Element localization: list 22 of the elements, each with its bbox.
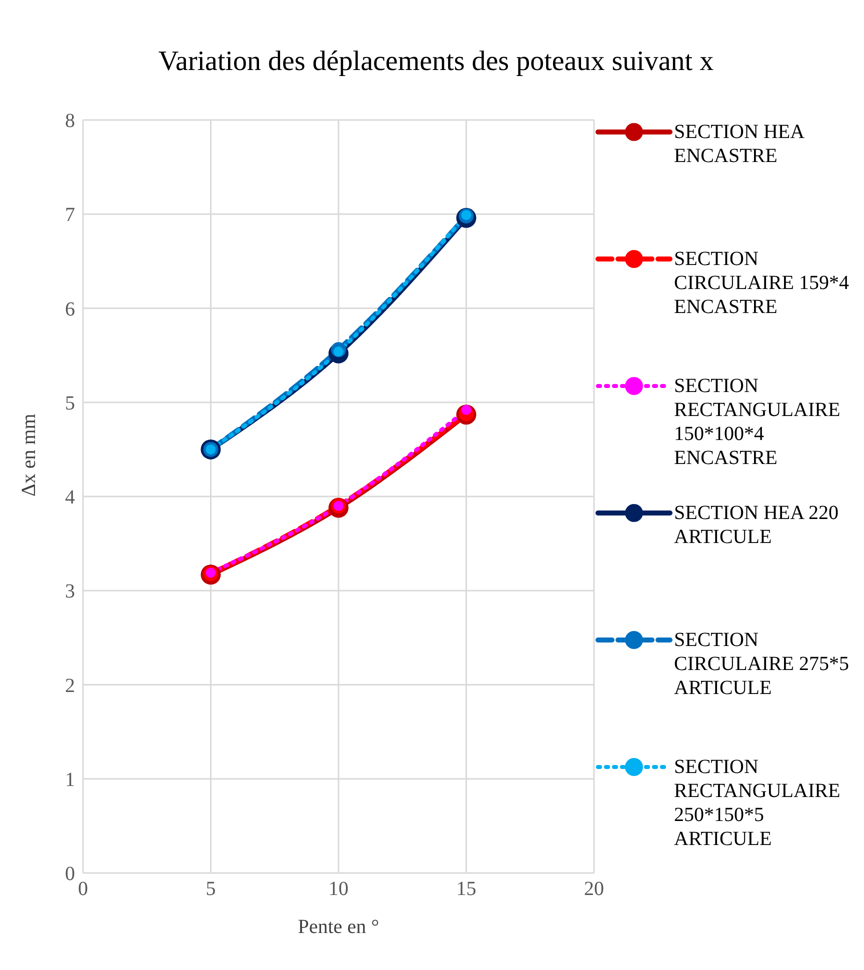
y-axis-title: Δx en mm [18,413,40,496]
y-tick-label: 3 [65,580,75,603]
legend-label: SECTION CIRCULAIRE 275*5 ARTICULE [674,628,850,700]
legend-label: SECTION CIRCULAIRE 159*4 ENCASTRE [674,247,850,319]
y-tick-label: 8 [65,110,75,132]
y-tick-label: 0 [65,863,75,886]
x-tick-label: 10 [328,878,348,900]
y-tick-label: 6 [65,298,75,320]
y-tick-label: 7 [65,204,75,226]
legend-label: SECTION HEA ENCASTRE [674,120,805,168]
y-tick-label: 4 [65,486,75,509]
y-tick-label: 1 [65,768,75,791]
legend-label: SECTION HEA 220 ARTICULE [674,501,840,549]
legend-label: SECTION RECTANGULAIRE 150*100*4 ENCASTRE [674,374,842,470]
x-tick-label: 20 [584,878,604,900]
x-tick-label: 15 [456,878,476,900]
x-tick-label: 5 [206,878,216,900]
legend-label: SECTION RECTANGULAIRE 250*150*5 ARTICULE [674,755,842,851]
x-axis-title: Pente en ° [298,916,380,938]
chart-title: Variation des déplacements des poteaux suivant x [157,46,715,78]
y-tick-label: 5 [65,392,75,414]
y-tick-label: 2 [65,674,75,697]
